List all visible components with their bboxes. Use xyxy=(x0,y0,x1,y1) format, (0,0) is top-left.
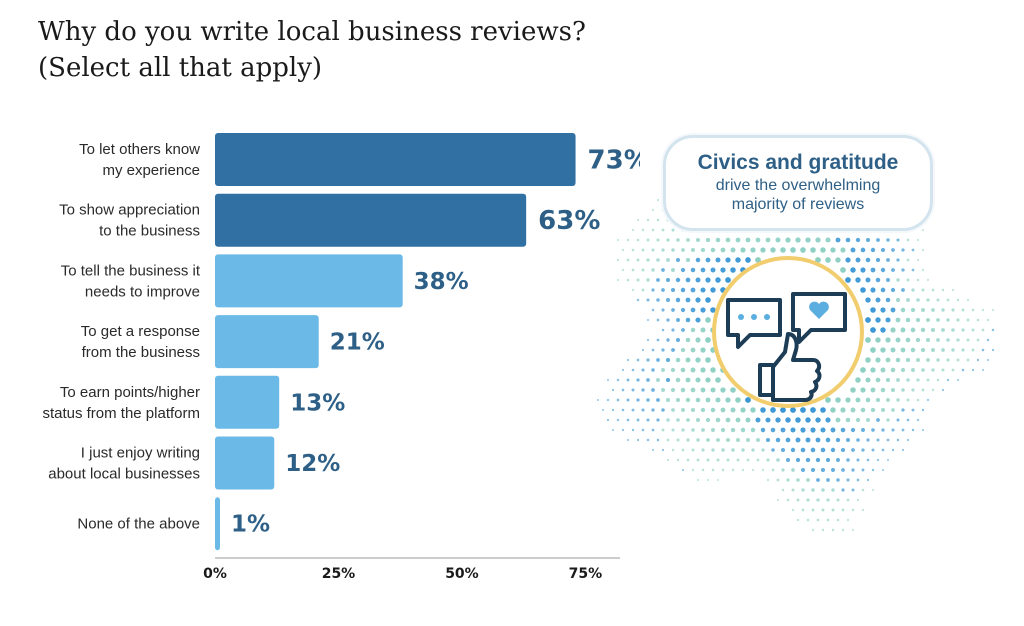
callout-line-1: drive the overwhelming xyxy=(715,177,881,194)
bar-chart: 73% To let others know my experience 63% To … xyxy=(42,133,640,582)
category-label-2-0: To tell the business it xyxy=(61,262,201,279)
category-label-5-0: I just enjoy writing xyxy=(81,445,200,462)
category-label-3-0: To get a response xyxy=(81,323,200,340)
speech-bubble-dots-icon xyxy=(726,298,782,349)
value-label-6: 1% xyxy=(231,512,270,538)
value-label-1: 63% xyxy=(538,206,600,236)
bar-6 xyxy=(215,497,220,551)
bar-2 xyxy=(215,254,403,308)
category-label-1-1: to the business xyxy=(99,223,200,240)
chart-title: Why do you write local business reviews?… xyxy=(38,14,586,86)
callout-title: Civics and gratitude xyxy=(697,151,899,174)
chart-title-line-1: Why do you write local business reviews? xyxy=(38,17,586,47)
category-label-0-1: my experience xyxy=(102,162,200,179)
category-label-6-0: None of the above xyxy=(77,516,200,533)
chart-title-line-2: (Select all that apply) xyxy=(38,53,323,83)
bar-4 xyxy=(215,375,280,429)
value-label-0: 73% xyxy=(588,146,640,176)
category-label-1-0: To show appreciation xyxy=(59,202,200,219)
category-label-4-0: To earn points/higher xyxy=(60,384,200,401)
bar-1 xyxy=(215,193,527,247)
callout-line-2: majority of reviews xyxy=(731,196,865,213)
thumbs-up-icon xyxy=(758,332,822,402)
value-label-2: 38% xyxy=(414,269,469,295)
x-tick-label-0: 0% xyxy=(203,566,227,582)
value-label-5: 12% xyxy=(285,451,340,477)
value-label-4: 13% xyxy=(290,390,345,416)
x-tick-label-2: 50% xyxy=(445,566,479,582)
speech-bubble-heart-icon xyxy=(791,292,847,344)
x-tick-label-3: 75% xyxy=(569,566,603,582)
category-label-3-1: from the business xyxy=(82,344,200,361)
category-label-0-0: To let others know xyxy=(79,141,200,158)
category-label-4-1: status from the platform xyxy=(42,405,200,422)
bar-3 xyxy=(215,315,319,369)
bar-5 xyxy=(215,436,275,490)
bar-0 xyxy=(215,133,576,186)
category-label-5-1: about local businesses xyxy=(48,466,200,483)
category-label-2-1: needs to improve xyxy=(85,283,200,300)
callout-box: Civics and gratitude drive the overwhelm… xyxy=(663,135,933,231)
value-label-3: 21% xyxy=(330,330,385,356)
x-tick-label-1: 25% xyxy=(322,566,356,582)
halftone-dots xyxy=(596,158,995,532)
dotted-halo-decoration xyxy=(596,158,995,532)
